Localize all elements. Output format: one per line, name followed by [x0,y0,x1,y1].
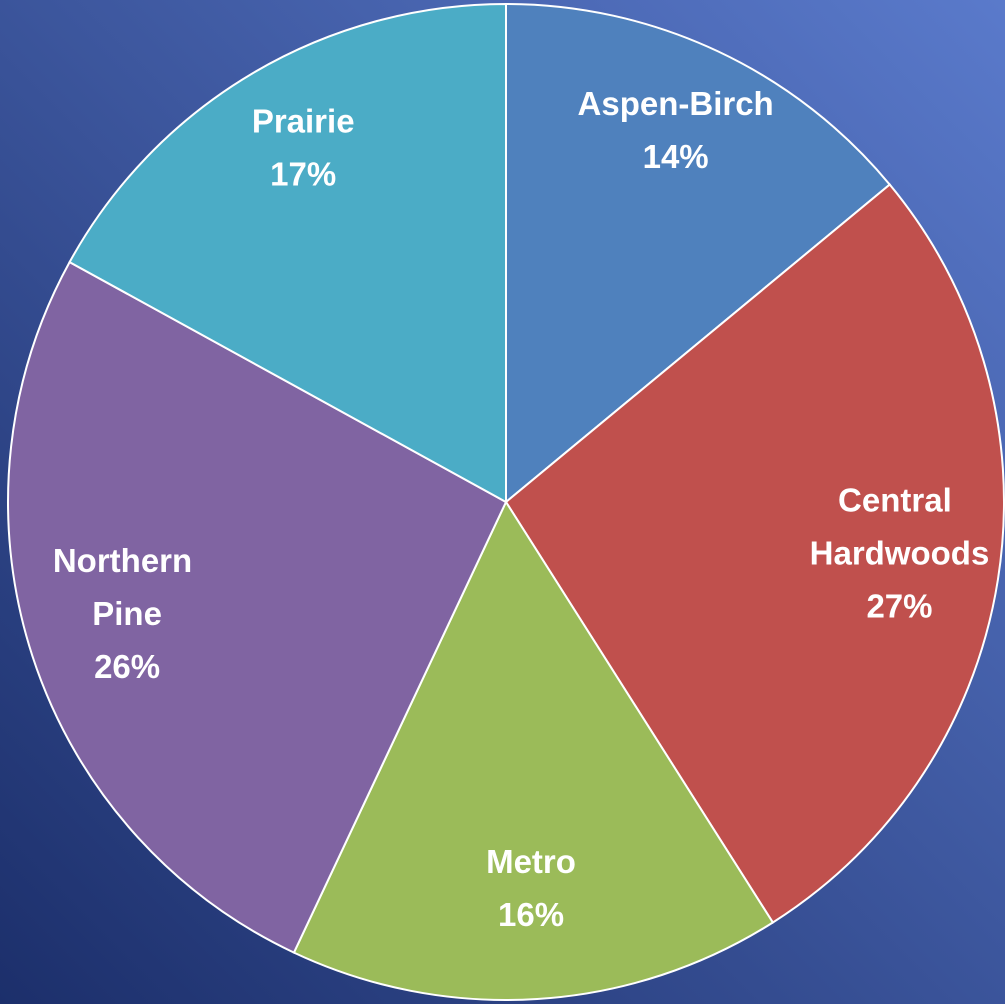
pie-slice [7,260,508,954]
pie-slice [292,499,775,1001]
category-label: Metro [486,843,576,880]
value-label: 17% [270,156,336,193]
value-label: 26% [94,648,160,685]
category-label: Prairie [252,103,355,140]
pie-slice [68,2,507,504]
value-label: 27% [866,587,932,624]
category-label: Aspen-Birch [578,85,774,122]
value-label: 16% [498,896,564,933]
category-label: Northern Pine [53,542,202,632]
category-label: Central Hardwoods [810,481,990,571]
pie-slice [504,183,1005,924]
pie-slice [505,2,892,505]
value-label: 14% [643,138,709,175]
